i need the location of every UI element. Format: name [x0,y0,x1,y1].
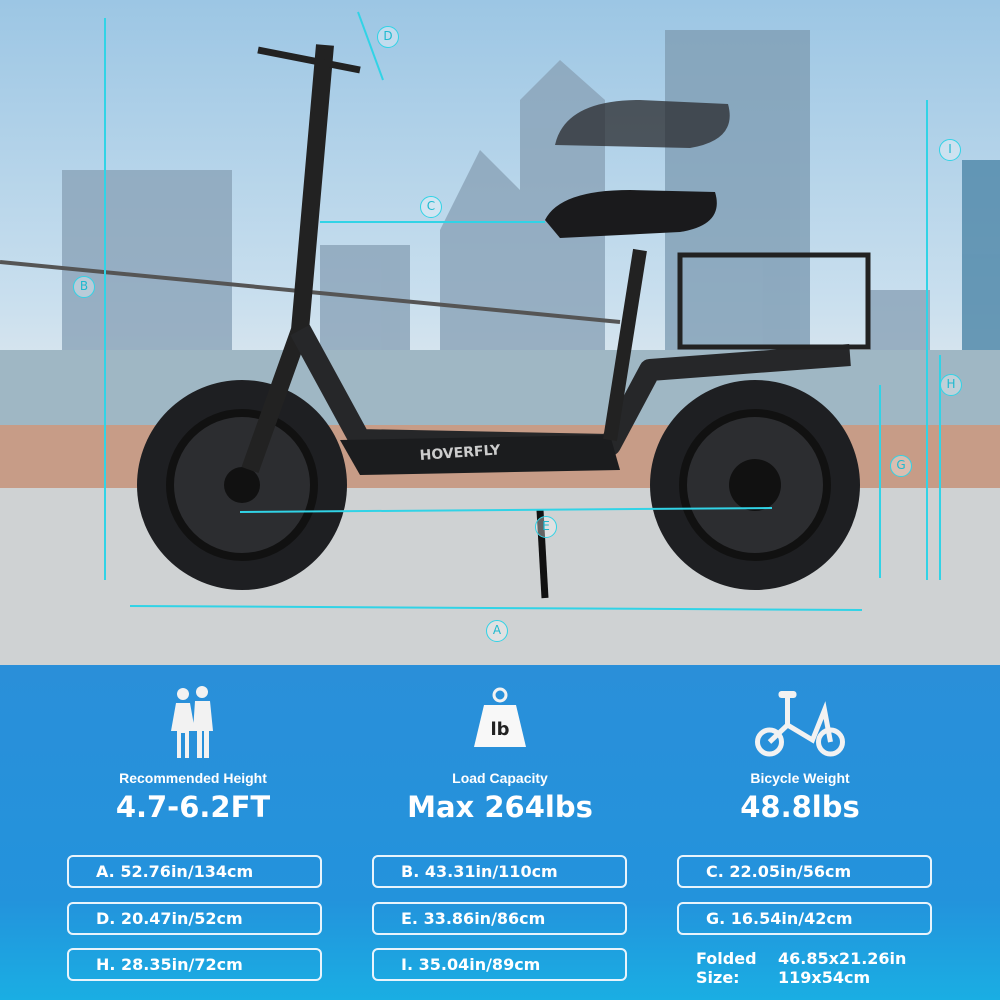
folded-label: Folded [696,949,757,968]
marker-g: G [890,455,912,477]
feature-label: Bicycle Weight [750,770,850,786]
dimension-a: A. 52.76in/134cm [67,855,322,888]
weight-icon: lb [474,687,526,747]
scooter: HOVERFLY [137,44,871,599]
dimension-d: D. 20.47in/52cm [67,902,322,935]
brand-text: HOVERFLY [419,442,502,464]
dimension-g: G. 16.54in/42cm [677,902,932,935]
marker-d: D [377,26,399,48]
dimension-i: I. 35.04in/89cm [372,948,627,981]
dimension-e: E. 33.86in/86cm [372,902,627,935]
product-photo: HOVERFLY A B C D E G H I [0,0,1000,665]
feature-label: Recommended Height [119,770,267,786]
couple-icon [171,686,213,758]
skyline [62,30,1000,370]
dimension-h: H. 28.35in/72cm [67,948,322,981]
marker-e: E [535,516,557,538]
marker-a: A [486,620,508,642]
feature-value: Max 264lbs [407,790,593,824]
folded-value-cm: 119x54cm [778,968,871,987]
svg-text:lb: lb [490,719,509,740]
feature-value: 4.7-6.2FT [115,790,271,824]
feature-label: Load Capacity [452,770,548,786]
marker-c: C [420,196,442,218]
scene: HOVERFLY [0,11,1000,665]
scooter-icon [755,691,845,757]
folded-value-in: 46.85x21.26in [778,949,907,968]
dimension-c: C. 22.05in/56cm [677,855,932,888]
marker-h: H [940,374,962,396]
dimension-lines [104,11,941,611]
dimension-b: B. 43.31in/110cm [372,855,627,888]
feature-value: 48.8lbs [740,790,860,824]
marker-i: I [939,139,961,161]
marker-b: B [73,276,95,298]
folded-label: Size: [696,968,740,987]
folded-size: Folded 46.85x21.26in Size: 119x54cm [696,949,906,987]
specs-panel: Recommended Height 4.7-6.2FT lb Load Cap… [0,665,1000,1000]
